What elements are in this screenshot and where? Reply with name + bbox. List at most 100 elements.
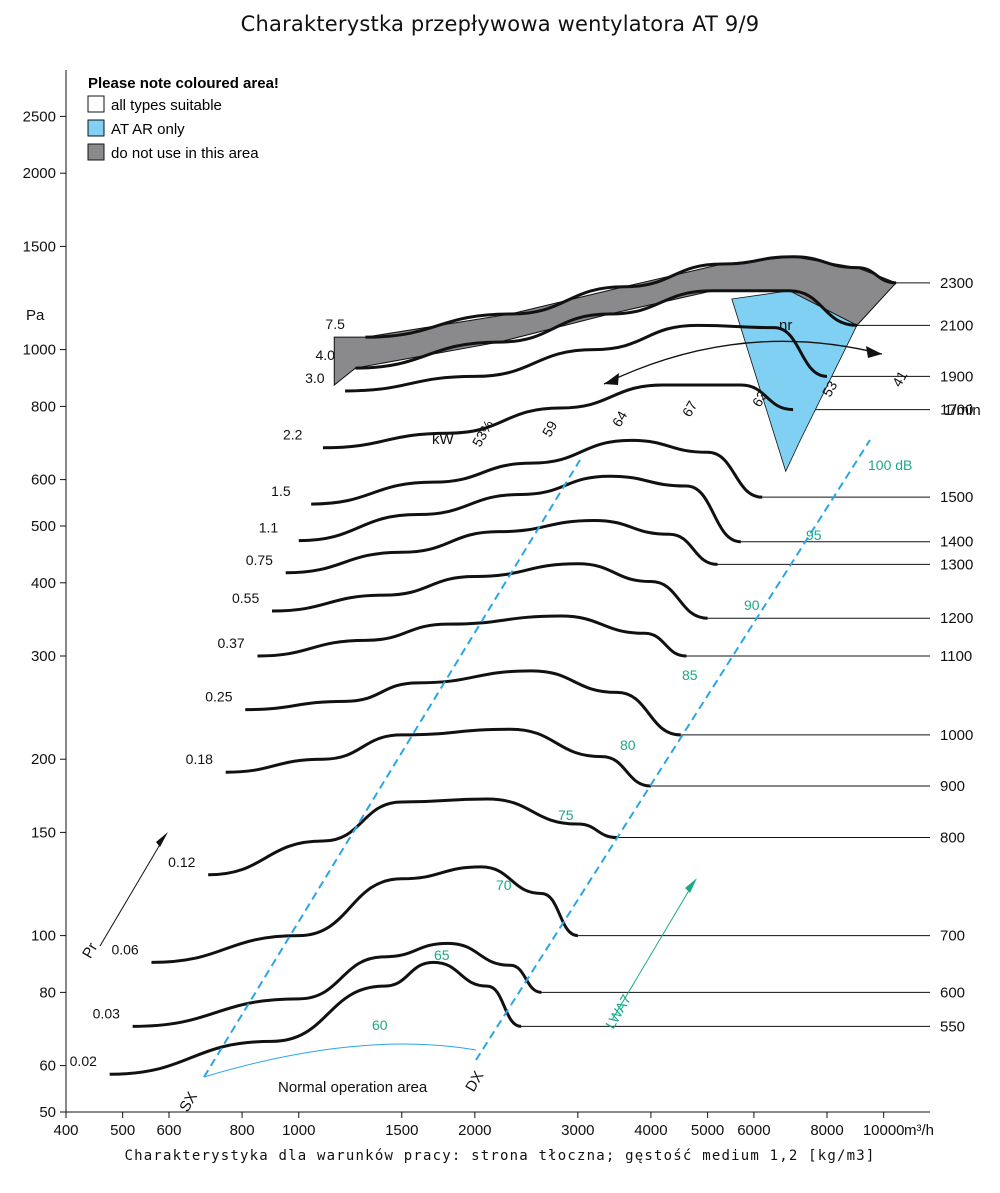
y-tick-label: 2000 bbox=[23, 165, 56, 182]
y-tick-label: 600 bbox=[31, 472, 56, 489]
speed-label: 1900 bbox=[940, 368, 973, 385]
power-label: 1.5 bbox=[271, 483, 291, 499]
speed-label: 1100 bbox=[940, 648, 972, 665]
curves-layer bbox=[109, 255, 897, 1078]
sound-label: 95 bbox=[806, 527, 822, 543]
speed-unit-label: 1/min bbox=[944, 402, 981, 419]
sound-label: 90 bbox=[744, 597, 760, 613]
operation-area-label: Normal operation area bbox=[278, 1079, 428, 1096]
efficiency-arrow-right bbox=[866, 346, 882, 358]
dx-label: DX bbox=[462, 1068, 487, 1095]
legend-swatch-gray bbox=[87, 143, 105, 161]
efficiency-label: 53% bbox=[469, 417, 497, 449]
sx-label: SX bbox=[176, 1089, 201, 1115]
power-label: 0.55 bbox=[232, 590, 259, 606]
x-unit-label: m³/h bbox=[904, 1122, 934, 1139]
axis-lines bbox=[65, 70, 930, 1113]
speed-curve bbox=[322, 383, 794, 450]
zones-layer bbox=[333, 256, 897, 473]
legend-item-at-ar-only: AT AR only bbox=[111, 121, 185, 138]
x-tick-label: 2000 bbox=[458, 1122, 491, 1139]
y-tick-label: 2500 bbox=[23, 108, 56, 125]
x-tick-label: 3000 bbox=[561, 1122, 594, 1139]
x-tick-label: 10000 bbox=[863, 1122, 905, 1139]
efficiency-label: 41 bbox=[889, 368, 911, 390]
speed-label: 1200 bbox=[940, 610, 973, 627]
power-label: 0.02 bbox=[70, 1053, 97, 1069]
power-label: 7.5 bbox=[325, 316, 345, 332]
pressure-arrow-head bbox=[156, 832, 168, 847]
speed-curve bbox=[132, 941, 542, 1028]
speed-curve bbox=[345, 323, 828, 393]
speed-label: 900 bbox=[940, 778, 965, 795]
sound-label: 75 bbox=[558, 807, 574, 823]
legend-title: Please note coloured area! bbox=[88, 75, 279, 92]
legend-item-do-not-use: do not use in this area bbox=[111, 145, 259, 162]
efficiency-arrow-left bbox=[604, 373, 619, 385]
power-label: 2.2 bbox=[283, 427, 303, 443]
speed-curve bbox=[109, 960, 522, 1076]
speed-curve bbox=[245, 669, 681, 737]
sx-line bbox=[203, 459, 581, 1078]
power-label: 0.25 bbox=[205, 689, 232, 705]
sound-arrow-head bbox=[685, 878, 697, 893]
x-tick-label: 400 bbox=[53, 1122, 78, 1139]
blue-zone bbox=[731, 290, 858, 473]
legend-swatch-blue bbox=[87, 119, 105, 137]
y-tick-label: 200 bbox=[31, 751, 56, 768]
x-tick-label: 5000 bbox=[691, 1122, 724, 1139]
efficiency-arc bbox=[603, 340, 883, 385]
x-tick-label: 500 bbox=[110, 1122, 135, 1139]
operation-arrow bbox=[203, 1043, 477, 1078]
x-tick-label: 1000 bbox=[282, 1122, 315, 1139]
speed-curve bbox=[311, 438, 763, 506]
efficiency-label: 53 bbox=[819, 378, 841, 400]
speed-label: 800 bbox=[940, 830, 965, 847]
speed-curve bbox=[285, 518, 718, 575]
dx-line bbox=[475, 439, 871, 1061]
speed-label: 1300 bbox=[940, 556, 973, 573]
speed-label: 700 bbox=[940, 928, 965, 945]
sound-label: 60 bbox=[372, 1017, 388, 1033]
sound-label: 100 dB bbox=[868, 457, 912, 473]
sound-label: 85 bbox=[682, 667, 698, 683]
power-label: 0.75 bbox=[246, 552, 273, 568]
speed-curve bbox=[271, 562, 708, 620]
power-label: 0.06 bbox=[111, 941, 138, 957]
speed-curve bbox=[208, 797, 618, 877]
efficiency-label: 59 bbox=[539, 418, 561, 440]
speed-label: 2100 bbox=[940, 317, 973, 334]
speed-label: 1500 bbox=[940, 489, 973, 506]
y-tick-label: 1500 bbox=[23, 238, 56, 255]
y-tick-label: 800 bbox=[31, 398, 56, 415]
y-tick-label: 400 bbox=[31, 575, 56, 592]
efficiency-symbol: ηr bbox=[779, 317, 792, 334]
y-tick-label: 50 bbox=[39, 1104, 56, 1121]
labels-layer: 400 500 600 800 1000 1500 2000 3000 4000 5000 6000… bbox=[23, 108, 974, 1139]
power-unit-label: kW bbox=[432, 431, 455, 448]
sound-symbol: LWA7 bbox=[602, 992, 634, 1032]
speed-label: 1400 bbox=[940, 534, 973, 551]
pressure-symbol: Pr bbox=[79, 940, 101, 961]
y-tick-label: 300 bbox=[31, 648, 56, 665]
speed-label: 2300 bbox=[940, 275, 973, 292]
power-label: 0.37 bbox=[217, 635, 244, 651]
speed-curve bbox=[257, 614, 687, 658]
power-label: 0.03 bbox=[93, 1005, 120, 1021]
efficiency-label: 63 bbox=[749, 388, 771, 410]
power-label: 1.1 bbox=[259, 520, 279, 536]
legend-swatch-white bbox=[87, 95, 105, 113]
y-tick-label: 80 bbox=[39, 984, 56, 1001]
legend-item-all-types: all types suitable bbox=[111, 97, 222, 114]
sound-label: 70 bbox=[496, 877, 512, 893]
sound-label: 65 bbox=[434, 947, 450, 963]
power-label: 0.12 bbox=[168, 854, 195, 870]
speed-curve bbox=[225, 727, 652, 788]
legend: Please note coloured area! all types sui… bbox=[87, 75, 279, 162]
sound-arrow-line bbox=[611, 881, 695, 1021]
x-tick-label: 6000 bbox=[737, 1122, 770, 1139]
y-tick-label: 1000 bbox=[23, 342, 56, 359]
chart-title: Charakterystka przepływowa wentylatora A… bbox=[240, 12, 760, 36]
efficiency-label: 67 bbox=[679, 398, 701, 420]
